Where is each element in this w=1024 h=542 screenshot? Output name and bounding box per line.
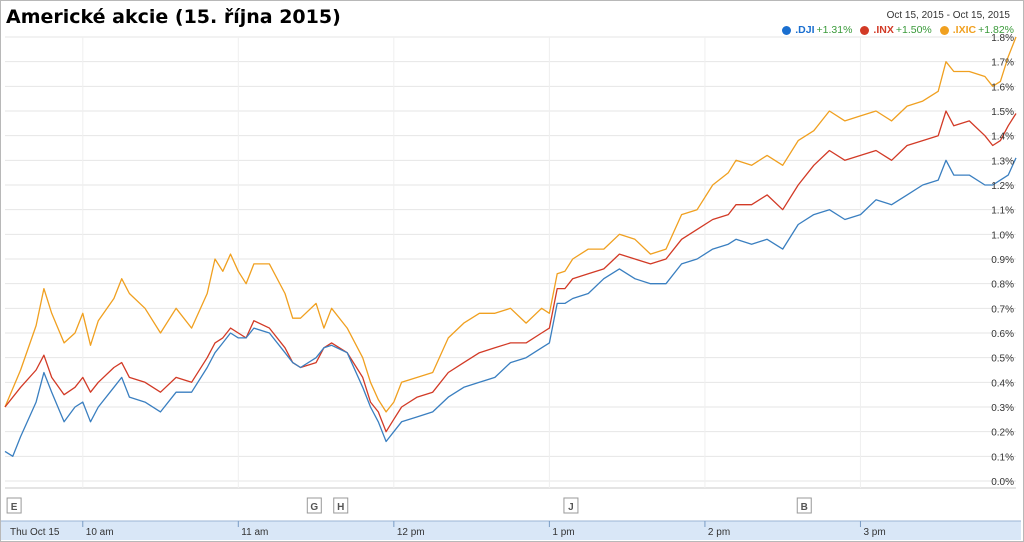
- event-flag-box: [6, 497, 22, 514]
- y-tick-label: 1.2%: [991, 181, 1014, 192]
- y-tick-label: 1.0%: [991, 230, 1014, 241]
- y-tick-label: 1.4%: [991, 132, 1014, 143]
- event-flag-label: E: [11, 502, 18, 513]
- date-range: Oct 15, 2015 - Oct 15, 2015: [886, 10, 1010, 21]
- x-tick-label: 10 am: [86, 527, 114, 538]
- y-tick-label: 0.1%: [991, 452, 1014, 463]
- y-tick-label: 0.6%: [991, 329, 1014, 340]
- event-flag-h: H: [333, 497, 349, 514]
- y-tick-label: 1.6%: [991, 82, 1014, 93]
- y-tick-label: 0.7%: [991, 304, 1014, 315]
- y-tick-label: 0.5%: [991, 354, 1014, 365]
- legend-change-dji: +1.31%: [816, 24, 853, 36]
- legend-item-dji[interactable]: .DJI +1.31%: [782, 24, 852, 36]
- event-flag-j: J: [563, 497, 579, 514]
- series-line-inx: [4, 110, 1017, 433]
- y-tick-label: 1.3%: [991, 156, 1014, 167]
- event-flag-label: G: [310, 502, 318, 513]
- x-tick-label: 3 pm: [863, 527, 885, 538]
- event-flag-box: [796, 497, 812, 514]
- x-tick-label: 12 pm: [397, 527, 425, 538]
- series-line-dji: [4, 157, 1017, 457]
- x-tick-label: 2 pm: [708, 527, 730, 538]
- series-line-ixic: [4, 36, 1017, 413]
- y-tick-label: 1.1%: [991, 206, 1014, 217]
- chart-title: Americké akcie (15. října 2015): [6, 6, 341, 28]
- y-tick-label: 1.8%: [991, 33, 1014, 44]
- y-tick-label: 0.8%: [991, 280, 1014, 291]
- event-flag-box: [306, 497, 322, 514]
- y-tick-label: 0.2%: [991, 428, 1014, 439]
- x-axis-band: [1, 521, 1021, 540]
- event-flag-e: E: [6, 497, 22, 514]
- y-tick-label: 0.3%: [991, 403, 1014, 414]
- y-axis-labels: 0.0% 0.1% 0.2% 0.3% 0.4% 0.5% 0.6% 0.7% 0.8% 0.9%…: [991, 33, 1014, 488]
- y-tick-label: 0.9%: [991, 255, 1014, 266]
- y-tick-label: 0.0%: [991, 477, 1014, 488]
- legend-marker-ixic: [939, 25, 949, 35]
- legend-change-ixic: +1.82%: [978, 24, 1014, 36]
- legend-marker-inx: [860, 25, 870, 35]
- legend-label-dji: .DJI: [795, 24, 815, 36]
- event-flag-g: G: [306, 497, 322, 514]
- x-tick-label: 11 am: [241, 527, 268, 538]
- legend-change-inx: +1.50%: [895, 24, 932, 36]
- legend-marker-dji: [782, 25, 792, 35]
- event-flag-box: [333, 497, 349, 514]
- event-flag-b: B: [796, 497, 812, 514]
- legend-label-inx: .INX: [873, 24, 894, 36]
- x-tick-label: Thu Oct 15: [10, 527, 60, 538]
- event-flag-label: B: [801, 502, 808, 513]
- series-lines: [4, 36, 1017, 457]
- y-tick-label: 0.4%: [991, 378, 1014, 389]
- event-flag-label: H: [337, 502, 344, 513]
- event-flag-label: J: [568, 502, 574, 513]
- legend-item-ixic[interactable]: .IXIC +1.82%: [939, 24, 1014, 36]
- y-tick-label: 1.7%: [991, 58, 1014, 69]
- x-axis: Thu Oct 15 10 am 11 am 12 pm 1 pm 2 pm 3 pm: [1, 520, 1021, 540]
- legend: .DJI +1.31% .INX +1.50% .IXIC +1.82%: [782, 24, 1014, 36]
- event-strip: [1, 489, 1021, 519]
- legend-label-ixic: .IXIC: [952, 24, 977, 36]
- legend-item-inx[interactable]: .INX +1.50%: [860, 24, 932, 36]
- gridlines: [5, 36, 1016, 489]
- event-flag-box: [563, 497, 579, 514]
- x-tick-label: 1 pm: [552, 527, 574, 538]
- y-tick-label: 1.5%: [991, 107, 1014, 118]
